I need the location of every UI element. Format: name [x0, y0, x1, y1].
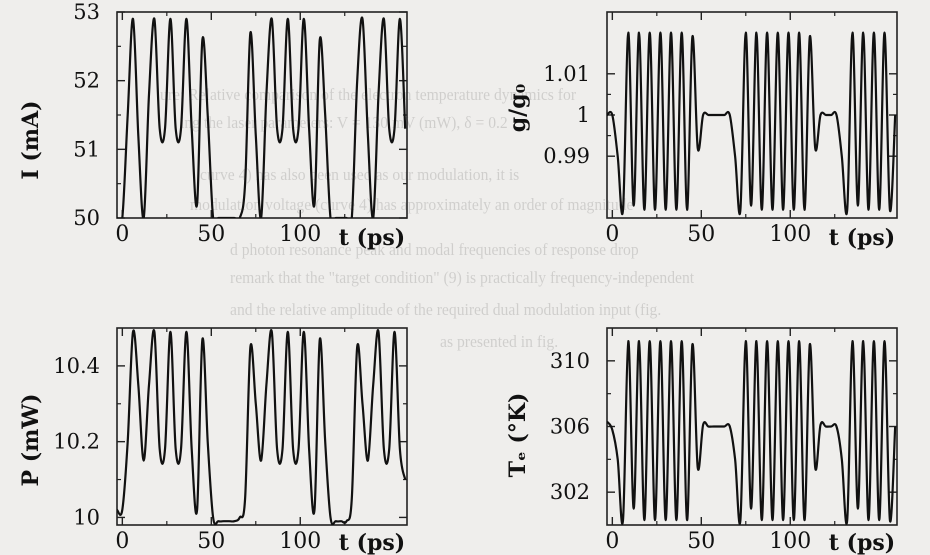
x-tick-label: 50: [197, 529, 225, 554]
data-series-line: [607, 339, 897, 525]
x-tick-label: 0: [605, 529, 619, 554]
y-tick-label: 310: [550, 349, 590, 373]
y-tick-label: 51: [73, 137, 100, 161]
y-axis-label: Tₑ (°K): [505, 393, 531, 478]
x-tick-label: 100: [769, 222, 811, 247]
background-text-line: remark that the "target condition" (9) i…: [230, 268, 695, 287]
x-axis-label: t (ps): [829, 225, 895, 251]
x-tick-label: 100: [279, 222, 321, 247]
y-tick-label: 10: [73, 505, 100, 529]
background-text-line: curve 4) has also been used as our modul…: [200, 165, 520, 184]
x-tick-label: 50: [197, 222, 225, 247]
x-tick-label: 100: [769, 529, 811, 554]
x-tick-label: 0: [605, 222, 619, 247]
data-series-line: [607, 31, 897, 215]
x-tick-label: 100: [279, 529, 321, 554]
background-text-line: as presented in fig.: [440, 332, 559, 351]
y-tick-label: 1: [577, 103, 590, 127]
y-axis-label: P (mW): [18, 393, 44, 486]
y-tick-label: 50: [73, 206, 100, 230]
x-axis-label: t (ps): [829, 530, 895, 555]
x-axis-label: t (ps): [339, 225, 405, 251]
chart-panel-4: 302 306 310 0 50 100 t (ps) Tₑ (°K): [505, 327, 898, 555]
y-axis-label: I (mA): [18, 100, 44, 179]
background-text-line: ing the laser parameters: V = 130 mV (mW…: [180, 113, 508, 132]
background-text-line: modulation voltage (curve 4) has approxi…: [190, 195, 634, 214]
data-series-line: [117, 16, 407, 218]
data-series-line: [117, 328, 407, 525]
y-axis-label: g/g₀: [505, 83, 531, 132]
plot-frame: [116, 327, 408, 526]
y-tick-label: 302: [550, 480, 590, 504]
x-tick-label: 0: [115, 222, 129, 247]
y-tick-label: 1.01: [543, 62, 590, 86]
y-tick-label: 0.99: [543, 144, 590, 168]
background-text-line: and the relative amplitude of the requir…: [230, 300, 662, 319]
chart-panel-2: 0.99 1 1.01 0 50 100 t (ps) g/g₀: [505, 11, 898, 251]
background-text-line: ure: Relative comparison of the electron…: [160, 85, 577, 104]
x-tick-label: 50: [687, 222, 715, 247]
y-tick-label: 10.4: [53, 354, 100, 378]
y-tick-label: 306: [550, 415, 590, 439]
y-tick-label: 10.2: [53, 430, 100, 454]
y-tick-label: 53: [73, 0, 100, 24]
chart-panel-3: 10 10.2 10.4 0 50 100 t (ps) P (mW): [18, 327, 408, 555]
chart-panel-1: 50 51 52 53 0 50 100 t (ps) I (mA): [18, 0, 408, 251]
y-tick-label: 52: [73, 69, 100, 93]
x-axis-label: t (ps): [339, 530, 405, 555]
x-tick-label: 0: [115, 529, 129, 554]
background-text-line: d photon resonance peak and modal freque…: [230, 240, 639, 259]
x-tick-label: 50: [687, 529, 715, 554]
